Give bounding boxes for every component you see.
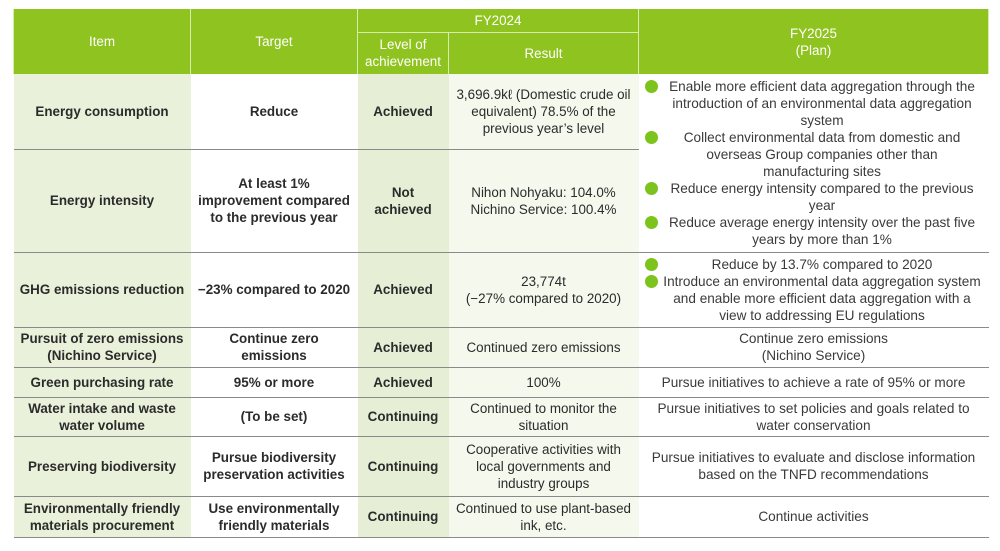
table-row: Energy intensity At least 1% improvement… — [13, 149, 989, 253]
level-cell: Not achieved — [357, 149, 449, 253]
bullet-icon — [644, 130, 658, 144]
result-cell: Continued zero emissions — [448, 327, 639, 368]
header-result: Result — [448, 32, 639, 74]
header-fy2025-plan: FY2025 (Plan) — [638, 9, 989, 74]
target-cell: Continue zero emissions — [190, 327, 358, 368]
target-cell: 95% or more — [190, 367, 358, 398]
environmental-targets-table: Item Target FY2024 FY2025 (Plan) Level o… — [13, 9, 989, 538]
header-level: Level of achievement — [357, 32, 449, 74]
result-cell: 23,774t (−27% compared to 2020) — [448, 252, 639, 328]
target-cell: −23% compared to 2020 — [190, 252, 358, 328]
item-cell: Water intake and waste water volume — [13, 397, 191, 437]
header-fy2025: FY2025 — [790, 25, 837, 41]
level-cell: Achieved — [357, 327, 449, 368]
result-cell: Continued to monitor the situation — [448, 397, 639, 437]
plan-list: Enable more efficient data aggregation t… — [644, 78, 983, 248]
result-cell: Continued to use plant-based ink, etc. — [448, 496, 639, 538]
header-item: Item — [13, 9, 191, 74]
item-cell: Green purchasing rate — [13, 367, 191, 398]
bullet-icon — [644, 79, 658, 93]
item-cell: GHG emissions reduction — [13, 252, 191, 328]
plan-item: Enable more efficient data aggregation t… — [644, 78, 983, 129]
plan-item: Reduce average energy intensity over the… — [644, 214, 983, 248]
bullet-icon — [644, 181, 658, 195]
plan-cell-water: Pursue initiatives to set policies and g… — [638, 397, 989, 437]
target-cell: (To be set) — [190, 397, 358, 437]
level-cell: Continuing — [357, 496, 449, 538]
item-cell: Energy consumption — [13, 74, 191, 150]
level-cell: Continuing — [357, 436, 449, 497]
target-cell: Reduce — [190, 74, 358, 150]
plan-cell-green-purchasing: Pursue initiatives to achieve a rate of … — [638, 367, 989, 398]
target-cell: At least 1% improvement compared to the … — [190, 149, 358, 253]
plan-item: Reduce energy intensity compared to the … — [644, 180, 983, 214]
header-fy2024: FY2024 — [357, 9, 639, 33]
table-row: Water intake and waste water volume (To … — [13, 397, 989, 437]
table-row: Energy consumption Reduce Achieved 3,696… — [13, 74, 989, 253]
plan-item: Collect environmental data from domestic… — [644, 129, 983, 180]
table-row: Green purchasing rate 95% or more Achiev… — [13, 367, 989, 398]
header-target: Target — [190, 9, 358, 74]
bullet-icon — [644, 215, 658, 229]
plan-cell-materials: Continue activities — [638, 496, 989, 538]
header-fy2025-sub: (Plan) — [795, 42, 832, 58]
plan-item: Reduce by 13.7% compared to 2020 — [644, 256, 983, 273]
plan-cell-ghg: Reduce by 13.7% compared to 2020 Introdu… — [638, 252, 989, 328]
plan-cell-energy: Enable more efficient data aggregation t… — [638, 74, 989, 253]
level-cell: Achieved — [357, 252, 449, 328]
item-cell: Pursuit of zero emissions (Nichino Servi… — [13, 327, 191, 368]
plan-cell-biodiversity: Pursue initiatives to evaluate and discl… — [638, 436, 989, 497]
table-row: GHG emissions reduction −23% compared to… — [13, 252, 989, 328]
level-cell: Achieved — [357, 74, 449, 150]
table-row: Environmentally friendly materials procu… — [13, 496, 989, 538]
plan-item: Introduce an environmental data aggregat… — [644, 273, 983, 324]
plan-list: Reduce by 13.7% compared to 2020 Introdu… — [644, 256, 983, 324]
target-cell: Use environmentally friendly materials — [190, 496, 358, 538]
level-cell: Achieved — [357, 367, 449, 398]
table-row: Pursuit of zero emissions (Nichino Servi… — [13, 327, 989, 368]
target-cell: Pursue biodiversity preservation activit… — [190, 436, 358, 497]
table-row: Preserving biodiversity Pursue biodivers… — [13, 436, 989, 497]
result-cell: 3,696.9kℓ (Domestic crude oil equivalent… — [448, 74, 639, 150]
level-cell: Continuing — [357, 397, 449, 437]
item-cell: Preserving biodiversity — [13, 436, 191, 497]
item-cell: Energy intensity — [13, 149, 191, 253]
item-cell: Environmentally friendly materials procu… — [13, 496, 191, 538]
result-cell: 100% — [448, 367, 639, 398]
bullet-icon — [644, 257, 658, 271]
bullet-icon — [644, 274, 658, 288]
plan-cell-zero-emissions: Continue zero emissions (Nichino Service… — [638, 327, 989, 368]
result-cell: Cooperative activities with local govern… — [448, 436, 639, 497]
result-cell: Nihon Nohyaku: 104.0% Nichino Service: 1… — [448, 149, 639, 253]
